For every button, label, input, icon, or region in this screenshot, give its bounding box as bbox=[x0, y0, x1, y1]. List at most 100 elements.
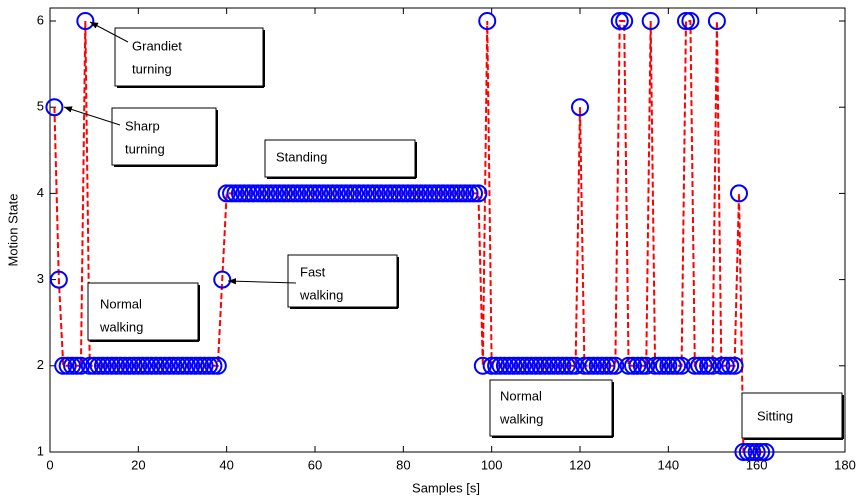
data-point bbox=[235, 184, 254, 203]
data-point bbox=[588, 356, 607, 375]
data-point bbox=[71, 356, 90, 375]
data-point bbox=[557, 356, 576, 375]
data-point bbox=[610, 12, 629, 30]
annotation-text: walking bbox=[499, 411, 543, 426]
data-point bbox=[208, 356, 227, 375]
annotation-box bbox=[87, 282, 199, 341]
data-point bbox=[429, 184, 448, 203]
y-tick-label: 6 bbox=[37, 12, 44, 27]
data-point bbox=[628, 356, 647, 375]
data-point bbox=[381, 184, 400, 203]
data-point bbox=[80, 356, 99, 375]
data-point bbox=[301, 184, 320, 203]
annotation-text: Grandiet bbox=[132, 38, 182, 53]
data-point bbox=[98, 356, 117, 375]
data-point bbox=[526, 356, 545, 375]
data-point bbox=[45, 98, 64, 117]
data-point bbox=[694, 356, 713, 375]
data-point bbox=[677, 12, 695, 30]
annotation-text: Sharp bbox=[125, 118, 160, 133]
data-point bbox=[403, 184, 422, 203]
y-tick-label: 1 bbox=[37, 443, 44, 458]
data-point bbox=[513, 356, 532, 375]
annotation-text: Fast bbox=[300, 264, 326, 279]
data-point bbox=[509, 356, 528, 375]
annotation-box bbox=[114, 27, 264, 87]
data-point bbox=[668, 356, 687, 375]
data-point bbox=[226, 184, 245, 203]
data-point bbox=[482, 356, 501, 375]
data-point bbox=[597, 356, 616, 375]
data-point bbox=[690, 356, 709, 375]
data-point bbox=[681, 12, 700, 30]
data-point bbox=[49, 270, 68, 289]
data-point bbox=[654, 356, 673, 375]
data-point bbox=[63, 356, 82, 375]
data-point bbox=[376, 184, 395, 203]
data-point bbox=[160, 356, 179, 375]
data-point bbox=[685, 356, 704, 375]
data-point bbox=[465, 184, 483, 203]
data-point bbox=[319, 184, 338, 203]
x-tick-label: 60 bbox=[308, 457, 322, 472]
data-point bbox=[142, 356, 161, 375]
y-tick-label: 4 bbox=[37, 185, 44, 200]
data-point bbox=[500, 356, 519, 375]
data-point bbox=[434, 184, 453, 203]
data-point bbox=[394, 184, 413, 203]
data-point bbox=[248, 184, 267, 203]
data-point bbox=[540, 356, 559, 375]
data-point bbox=[359, 184, 377, 203]
y-tick-label: 3 bbox=[37, 271, 44, 286]
data-point bbox=[173, 356, 192, 375]
x-tick-label: 180 bbox=[834, 457, 856, 472]
plot-frame bbox=[49, 7, 846, 453]
data-point bbox=[354, 184, 373, 203]
data-point bbox=[239, 184, 258, 203]
annotation-arrow bbox=[63, 106, 121, 126]
data-point bbox=[641, 12, 660, 30]
data-point bbox=[738, 443, 757, 461]
annotation-text: walking bbox=[299, 287, 343, 302]
data-point bbox=[579, 356, 598, 375]
data-point bbox=[491, 356, 510, 375]
data-point bbox=[297, 184, 316, 203]
data-point bbox=[756, 443, 775, 461]
data-point bbox=[244, 184, 263, 203]
data-point bbox=[58, 356, 77, 375]
data-point bbox=[182, 356, 201, 375]
data-point bbox=[478, 12, 497, 30]
data-point bbox=[279, 184, 298, 203]
data-point bbox=[743, 443, 762, 461]
data-point bbox=[725, 356, 744, 375]
data-point bbox=[566, 356, 585, 375]
data-point bbox=[332, 184, 351, 203]
data-point bbox=[169, 356, 188, 375]
annotation-box bbox=[111, 107, 217, 166]
data-point bbox=[456, 184, 475, 203]
data-point bbox=[619, 356, 638, 375]
data-point bbox=[659, 356, 678, 375]
y-tick-label: 2 bbox=[37, 357, 44, 372]
data-point bbox=[752, 443, 771, 461]
data-point bbox=[747, 443, 766, 461]
annotation-text: walking bbox=[99, 319, 143, 334]
data-point bbox=[615, 12, 634, 30]
data-point bbox=[222, 184, 241, 203]
data-point bbox=[341, 184, 360, 203]
data-point bbox=[707, 12, 726, 30]
annotation-text: Sitting bbox=[757, 408, 793, 423]
annotation-text: Normal bbox=[100, 296, 142, 311]
data-point bbox=[328, 184, 347, 203]
data-point bbox=[672, 356, 691, 375]
data-point bbox=[200, 356, 218, 375]
data-point bbox=[571, 98, 589, 117]
annotation-text: Standing bbox=[276, 149, 327, 164]
data-point bbox=[116, 356, 135, 375]
data-point bbox=[646, 356, 665, 375]
annotation-box bbox=[264, 139, 416, 178]
data-point bbox=[650, 356, 669, 375]
data-point bbox=[266, 184, 285, 203]
